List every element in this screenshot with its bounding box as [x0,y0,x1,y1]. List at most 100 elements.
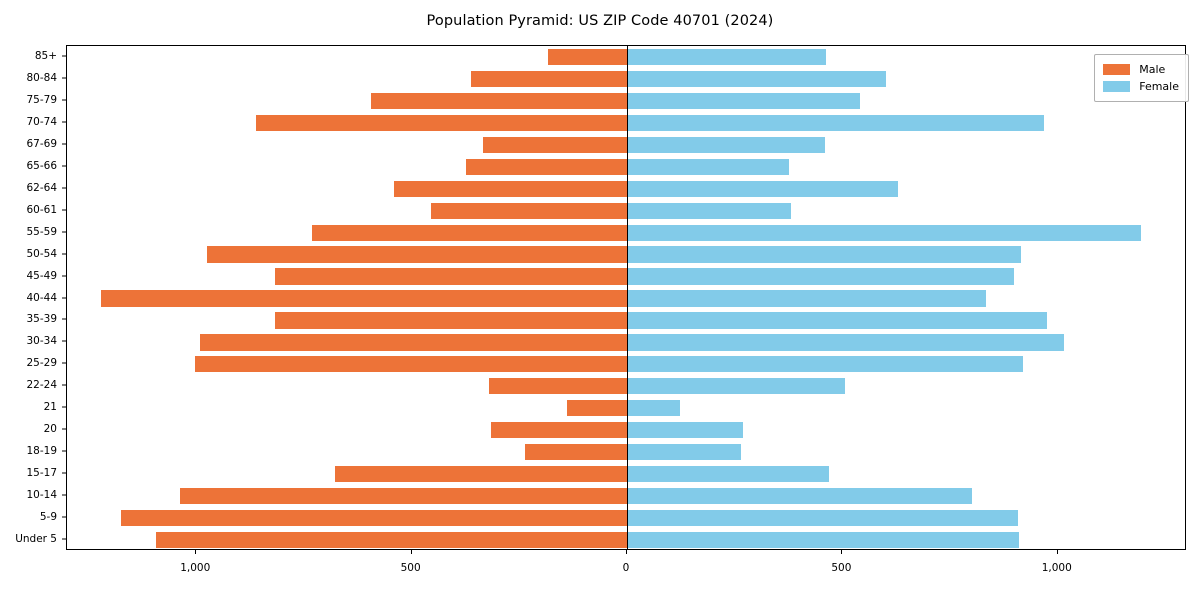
y-axis-tick-mark [62,143,66,145]
x-axis-tick-label: 500 [831,562,852,574]
bar-male [394,180,627,197]
bar-female [627,334,1064,351]
bar-female [627,400,680,417]
y-axis-tick-label: 30-34 [26,335,57,348]
y-axis: 85+ 80-84 75-79 70-74 67-69 65-66 62-64 60-61 55… [0,45,66,550]
plot-area [66,45,1186,550]
legend-swatch-icon [1103,64,1131,75]
y-axis-tick-label: 45-49 [26,269,57,282]
bar-female [627,312,1047,329]
bar-female [627,466,830,483]
bar-row [67,422,1185,439]
y-axis-tick-mark [62,472,66,474]
bar-female [627,268,1015,285]
bar-male [207,246,627,263]
bar-female [627,509,1019,527]
bar-row [67,136,1185,153]
x-axis-tick-label: 0 [622,562,630,574]
bar-row [67,531,1185,549]
bar-female [627,180,899,197]
y-axis-tick-mark [62,231,66,233]
y-axis-tick-label: 50-54 [26,247,57,260]
y-axis-tick-label: 85+ [34,49,57,62]
y-axis-tick-label: 70-74 [26,115,57,128]
x-axis-tick-label: 1,000 [1041,562,1072,574]
y-axis-tick-mark [62,165,66,167]
bar-male [195,356,627,373]
y-axis-tick-label: 5-9 [39,511,57,524]
bar-male [200,334,627,351]
y-axis-tick-mark [62,209,66,211]
bar-female [627,158,789,175]
bar-female [627,487,972,505]
bar-row [67,202,1185,219]
y-axis-tick-mark [62,297,66,298]
y-axis-tick-mark [62,253,66,255]
bar-female [627,356,1024,373]
y-axis-tick-mark [62,538,66,540]
y-axis-tick-mark [62,406,66,408]
legend-item-female[interactable]: Female [1103,78,1179,95]
legend-item-male[interactable]: Male [1103,61,1179,78]
y-axis-tick-label: 35-39 [26,313,57,326]
y-axis-tick-mark [62,187,66,189]
x-axis-tick-mark [410,550,412,554]
bar-row [67,158,1185,175]
y-axis-tick-label: 25-29 [26,357,57,370]
y-axis-tick-mark [62,362,66,364]
bar-row [67,509,1185,527]
y-axis-tick-mark [62,450,66,452]
bar-male [471,70,627,88]
bar-female [627,246,1022,263]
x-axis-tick-label: 500 [400,562,421,574]
x-axis-tick-mark [195,550,197,554]
bar-male [525,444,627,461]
bars-layer [67,46,1185,549]
bar-male [335,466,627,483]
bar-male [274,312,627,329]
chart-title: Population Pyramid: US ZIP Code 40701 (2… [426,13,774,29]
y-axis-tick-label: Under 5 [15,533,57,546]
y-axis-tick-label: 55-59 [26,225,57,238]
y-axis-tick-label: 80-84 [26,71,57,84]
bar-row [67,246,1185,263]
bar-female [627,202,791,219]
y-axis-tick-label: 40-44 [26,291,57,304]
bar-male [100,290,627,307]
bar-row [67,180,1185,197]
bar-row [67,444,1185,461]
x-axis-tick-mark [626,550,627,554]
bar-row [67,334,1185,351]
bar-row [67,312,1185,329]
y-axis-tick-mark [62,494,66,496]
y-axis-tick-label: 15-17 [26,467,57,480]
bar-female [627,70,886,88]
chart-legend[interactable]: Male Female [1094,54,1189,102]
x-axis-tick-mark [1056,550,1058,554]
y-axis-tick-mark [62,516,66,518]
bar-female [627,224,1141,241]
x-axis: 1,000 500 0 500 1,000 [66,550,1186,600]
y-axis-tick-label: 10-14 [26,489,57,502]
y-axis-tick-label: 18-19 [26,445,57,458]
bar-row [67,224,1185,241]
bar-male [312,224,627,241]
y-axis-tick-label: 67-69 [26,137,57,150]
bar-row [67,48,1185,66]
y-axis-tick-mark [62,384,66,386]
y-axis-tick-label: 20 [43,423,57,436]
bar-row [67,70,1185,88]
bar-female [627,422,743,439]
y-axis-tick-label: 22-24 [26,379,57,392]
bar-row [67,487,1185,505]
x-axis-tick-mark [841,550,843,554]
bar-male [275,268,627,285]
bar-male [155,531,627,549]
bar-female [627,378,846,395]
bar-row [67,400,1185,417]
legend-swatch-icon [1103,81,1131,92]
y-axis-tick-mark [62,340,66,342]
legend-label: Male [1139,63,1166,76]
bar-female [627,444,741,461]
